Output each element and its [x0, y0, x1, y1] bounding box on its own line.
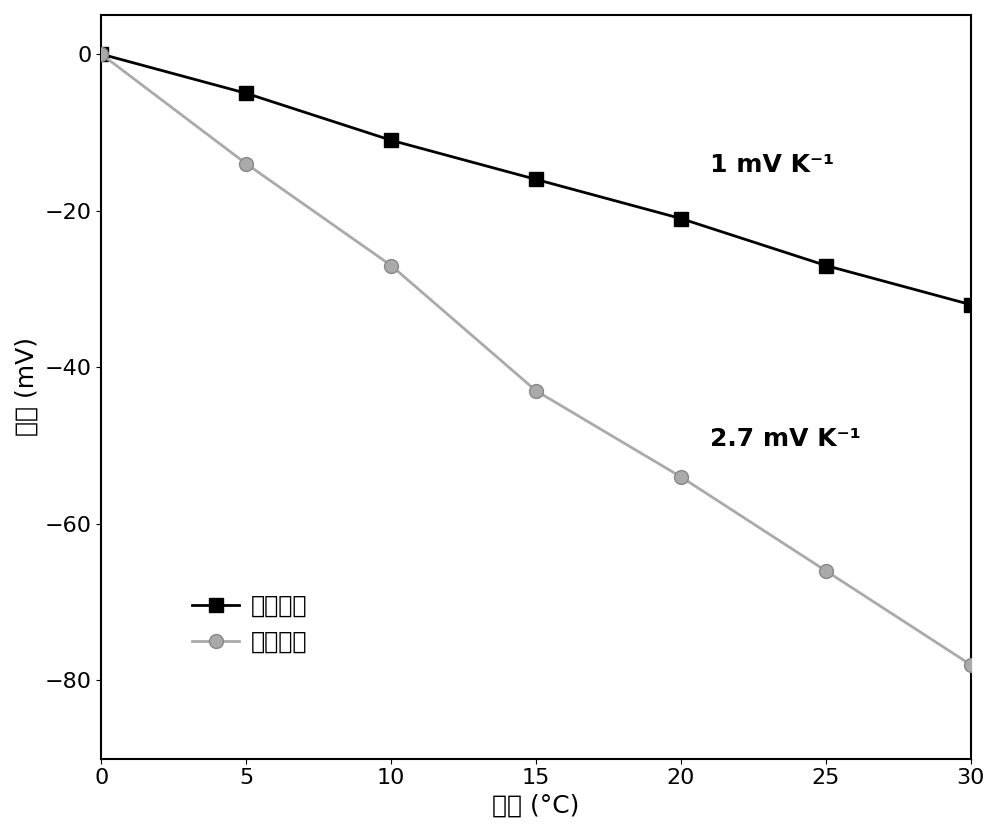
- Line: 有盐酸胍: 有盐酸胍: [94, 47, 978, 671]
- 无盐酸胍: [530, 174, 542, 184]
- 无盐酸胍: [95, 49, 107, 59]
- Legend: 无盐酸胍, 有盐酸胍: 无盐酸胍, 有盐酸胍: [183, 585, 317, 663]
- 有盐酸胍: [95, 49, 107, 59]
- X-axis label: 温差 (°C): 温差 (°C): [492, 794, 580, 818]
- Text: 2.7 mV K⁻¹: 2.7 mV K⁻¹: [710, 426, 861, 451]
- 有盐酸胍: [675, 471, 687, 481]
- Line: 无盐酸胍: 无盐酸胍: [94, 47, 978, 312]
- 无盐酸胍: [385, 135, 397, 145]
- 有盐酸胍: [385, 261, 397, 271]
- 有盐酸胍: [530, 386, 542, 396]
- 无盐酸胍: [820, 261, 832, 271]
- 无盐酸胍: [240, 88, 252, 98]
- Text: 1 mV K⁻¹: 1 mV K⁻¹: [710, 152, 834, 177]
- 有盐酸胍: [965, 660, 977, 670]
- 有盐酸胍: [240, 159, 252, 169]
- Y-axis label: 电压 (mV): 电压 (mV): [15, 337, 39, 436]
- 无盐酸胍: [965, 300, 977, 310]
- 有盐酸胍: [820, 566, 832, 576]
- 无盐酸胍: [675, 213, 687, 223]
